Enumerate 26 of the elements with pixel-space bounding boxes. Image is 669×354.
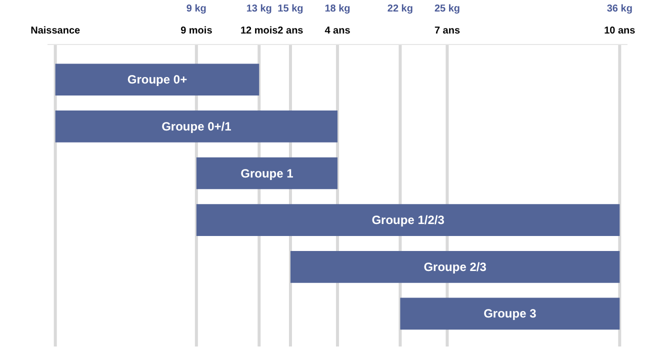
y-tick-label: Groupe 0+/1 [162,119,232,134]
y-tick-label: Groupe 2/3 [424,260,487,274]
ref-line-label: 7 ans [434,26,460,36]
bar [290,250,620,283]
bar [55,64,260,96]
x-tick-label: 15 kg [278,4,304,14]
y-tick-label: Groupe 1 [240,166,294,180]
y-tick-label: Groupe 3 [484,306,537,321]
x-tick-label: 9 kg [186,4,206,14]
bar [196,157,338,190]
ref-line-label: 10 ans [604,26,636,36]
x-tick-label: 36 kg [606,4,632,14]
x-tick-label: 18 kg [324,4,350,14]
y-tick-label: Groupe 0+ [127,72,188,87]
ref-line-label: 2 ans [278,26,304,36]
bar [55,110,338,142]
y-tick-label: Groupe 1/2/3 [372,213,445,228]
bar [196,204,620,236]
ref-line-label: 4 ans [324,26,351,36]
ref-line-label: Naissance [30,26,81,36]
ref-line-label: 9 mois [180,26,213,36]
x-tick-label: 22 kg [387,4,413,14]
x-tick-label: 13 kg [246,4,272,14]
ref-line-label: 12 mois [240,26,278,36]
x-tick-label: 25 kg [434,4,460,14]
bar [400,298,620,330]
